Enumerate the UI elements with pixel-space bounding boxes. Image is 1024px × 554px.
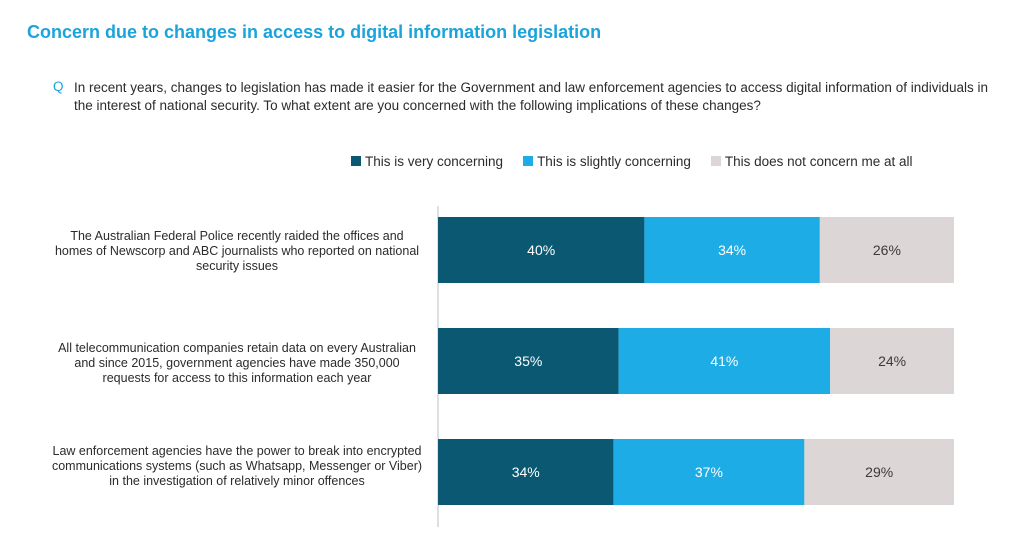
- bar-segment: [644, 217, 820, 283]
- question-marker: Q: [53, 79, 64, 94]
- legend-swatch-slightly: [523, 156, 534, 166]
- data-label: 40%: [527, 242, 555, 258]
- legend-swatch-not: [710, 156, 721, 166]
- bar-segment: [618, 328, 831, 394]
- legend-label-slightly: This is slightly concerning: [537, 153, 691, 169]
- bar-segment: [804, 439, 954, 505]
- category-label: Law enforcement agencies have the power …: [51, 444, 423, 488]
- bar-segment: [438, 439, 614, 505]
- legend-label-not: This does not concern me at all: [724, 153, 913, 169]
- legend-item-very: This is very concerning: [351, 154, 503, 169]
- bar-segment: [613, 439, 805, 505]
- data-label: 37%: [695, 464, 723, 480]
- category-label: All telecommunication companies retain d…: [58, 341, 416, 385]
- chart-legend: This is very concerning This is slightly…: [351, 151, 933, 171]
- category-label: The Australian Federal Police recently r…: [54, 229, 420, 273]
- data-label: 35%: [514, 353, 542, 369]
- bar-segment: [438, 217, 645, 283]
- bar-segment: [438, 328, 619, 394]
- data-label: 34%: [512, 464, 540, 480]
- bar-segment: [830, 328, 954, 394]
- bar-segment: [819, 217, 954, 283]
- data-label: 41%: [710, 353, 738, 369]
- legend-label-very: This is very concerning: [365, 153, 504, 169]
- legend-item-not: This does not concern me at all: [710, 153, 913, 169]
- legend-swatch-very: [351, 156, 361, 166]
- page-title: Concern due to changes in access to digi…: [27, 22, 602, 42]
- data-label: 26%: [873, 242, 901, 258]
- data-label: 24%: [878, 353, 906, 369]
- data-label: 34%: [718, 242, 746, 258]
- question-text: In recent years, changes to legislation …: [74, 80, 988, 113]
- data-label: 29%: [865, 464, 893, 480]
- legend-item-slightly: This is slightly concerning: [523, 154, 691, 169]
